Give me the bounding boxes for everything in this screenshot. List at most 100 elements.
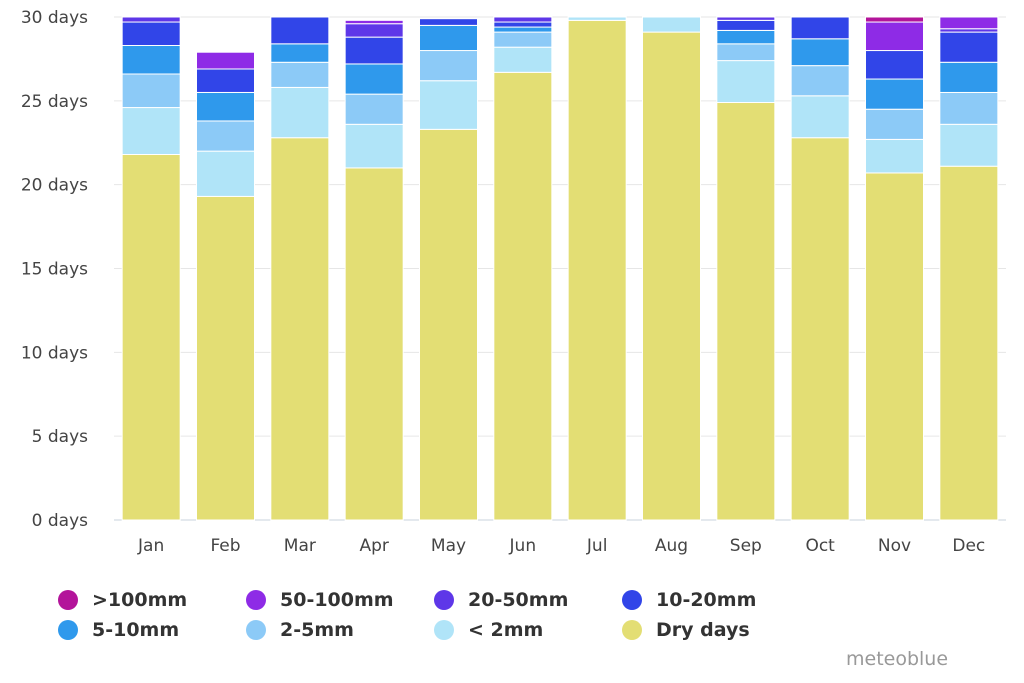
legend-item-under-2mm[interactable]: < 2mm: [434, 618, 622, 642]
bar-segment: [790, 38, 850, 67]
bar-segment: [716, 43, 776, 62]
x-tick-label: Sep: [730, 536, 762, 556]
bar-segment: [939, 165, 999, 521]
legend-item-20-50mm[interactable]: 20-50mm: [434, 588, 622, 612]
bar-segment: [121, 45, 181, 75]
y-tick-label: 0 days: [32, 511, 88, 531]
legend-item-10-20mm[interactable]: 10-20mm: [622, 588, 810, 612]
credit-text[interactable]: meteoblue: [846, 648, 949, 670]
bar-segment: [939, 91, 999, 125]
bar-segment: [493, 71, 553, 521]
legend-swatch: [434, 620, 454, 640]
bar-segment: [790, 137, 850, 521]
bar-segment: [344, 19, 404, 25]
bar-segment: [865, 138, 924, 174]
bar-segment: [865, 108, 924, 140]
x-tick-label: Apr: [359, 536, 388, 556]
bar-segment: [344, 63, 404, 95]
bar-segment: [121, 153, 181, 521]
y-tick-label: 25 days: [21, 92, 88, 112]
x-tick-label: Feb: [210, 536, 240, 556]
bar-segment: [493, 31, 553, 48]
legend-swatch: [58, 620, 78, 640]
bar-segment: [419, 128, 478, 521]
legend-item-over-100mm[interactable]: >100mm: [58, 588, 246, 612]
bar-segment: [419, 18, 478, 26]
bar-segment: [270, 86, 330, 139]
bar-segment: [790, 65, 850, 97]
bar-segment: [344, 123, 404, 169]
stacked-bar-chart: 0 days 5 days 10 days 15 days 20 days 25 days…: [21, 8, 1006, 556]
x-tick-label: Oct: [805, 536, 835, 556]
bar-segment: [419, 50, 478, 82]
bar-segment: [493, 21, 553, 28]
bar-segment: [344, 93, 404, 125]
bar-segment: [790, 95, 850, 139]
bar-segment: [196, 91, 255, 122]
bar-segment: [716, 19, 776, 31]
bar-segment: [567, 16, 627, 21]
bar-segment: [196, 51, 255, 70]
bar-segment: [196, 120, 255, 152]
legend-swatch: [246, 590, 266, 610]
bar-segment: [939, 28, 999, 33]
legend-item-5-10mm[interactable]: 5-10mm: [58, 618, 246, 642]
x-tick-label: Nov: [878, 536, 911, 556]
x-tick-label: Jan: [137, 536, 164, 556]
bar-segment: [865, 172, 924, 521]
y-tick-label: 20 days: [21, 176, 88, 196]
bar-segment: [865, 50, 924, 80]
bar-segment: [865, 16, 924, 23]
bar-segment: [121, 21, 181, 47]
legend-swatch: [246, 620, 266, 640]
bar-segment: [196, 68, 255, 93]
bar-segment: [716, 29, 776, 45]
bar-segment: [196, 150, 255, 197]
chart-legend: >100mm 50-100mm 20-50mm 10-20mm 5-10mm 2…: [58, 588, 988, 642]
bar-segment: [716, 16, 776, 21]
bar-segment: [121, 73, 181, 109]
legend-item-2-5mm[interactable]: 2-5mm: [246, 618, 434, 642]
legend-label: < 2mm: [468, 619, 544, 641]
legend-item-dry-days[interactable]: Dry days: [622, 618, 810, 642]
bar-segment: [419, 80, 478, 130]
legend-label: 20-50mm: [468, 589, 569, 611]
bar-segment: [344, 36, 404, 65]
bar-segment: [121, 107, 181, 155]
bar-segment: [865, 21, 924, 52]
bar-segment: [270, 61, 330, 88]
bar-segment: [790, 16, 850, 40]
bar-segment: [642, 16, 701, 33]
legend-label: 5-10mm: [92, 619, 180, 641]
bar-segment: [270, 43, 330, 63]
y-tick-label: 10 days: [21, 343, 88, 363]
legend-swatch: [622, 620, 642, 640]
bar-segment: [939, 31, 999, 63]
bar-segment: [493, 26, 553, 33]
bar-segment: [567, 19, 627, 521]
x-tick-label: Jun: [509, 536, 537, 556]
bar-segment: [121, 16, 181, 23]
bar-segment: [344, 23, 404, 38]
legend-label: >100mm: [92, 589, 188, 611]
legend-label: 50-100mm: [280, 589, 394, 611]
bar-segment: [493, 46, 553, 73]
bar-segment: [270, 16, 330, 45]
y-tick-label: 5 days: [32, 427, 88, 447]
x-tick-label: Dec: [952, 536, 985, 556]
x-tick-label: May: [431, 536, 466, 556]
legend-label: 2-5mm: [280, 619, 354, 641]
bar-segment: [939, 16, 999, 30]
bar-segment: [642, 31, 701, 521]
legend-item-50-100mm[interactable]: 50-100mm: [246, 588, 434, 612]
y-tick-label: 15 days: [21, 260, 88, 280]
bar-segment: [939, 123, 999, 167]
legend-swatch: [58, 590, 78, 610]
y-tick-label: 30 days: [21, 8, 88, 28]
bar-segment: [196, 195, 255, 521]
bar-segment: [419, 24, 478, 52]
legend-label: 10-20mm: [656, 589, 757, 611]
x-tick-label: Aug: [655, 536, 688, 556]
legend-swatch: [622, 590, 642, 610]
legend-swatch: [434, 590, 454, 610]
